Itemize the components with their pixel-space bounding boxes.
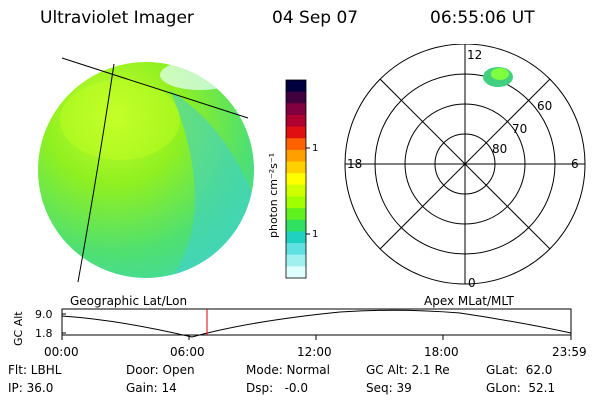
timeline-frame [61, 308, 572, 336]
mlt-label-12: 12 [467, 48, 482, 62]
info-filter: Flt: LBHL [8, 363, 62, 377]
colorbar-cell [286, 243, 306, 256]
info-door: Door: Open [126, 363, 195, 377]
colorbar-cell [286, 266, 306, 279]
altitude-timeline: GC Alt 9.0 1.8 00:00 06:00 12:00 18:00 2… [12, 308, 587, 359]
colorbar-tick-100: 100 [312, 143, 318, 154]
mlt-label-0: 0 [468, 276, 476, 290]
grid-line-diagonal-2 [379, 78, 551, 250]
mlat-label-80: 80 [492, 142, 507, 156]
colorbar-cell [286, 138, 306, 151]
timeline-title-geographic: Geographic Lat/Lon [70, 294, 188, 308]
timeline-xtick-2359: 23:59 [552, 345, 587, 359]
timeline-xtick-1200: 12:00 [297, 345, 332, 359]
timeline-title-apex: Apex MLat/MLT [424, 294, 514, 308]
colorbar-cell [286, 103, 306, 116]
timeline-ytick-1: 1.8 [35, 327, 53, 340]
uv-image-geographic [38, 57, 254, 283]
timeline-y-axis-label: GC Alt [12, 311, 25, 346]
mlat-label-60: 60 [537, 99, 552, 113]
info-gain: Gain: 14 [126, 381, 177, 395]
info-ip: IP: 36.0 [8, 381, 54, 395]
colorbar-cell [286, 91, 306, 104]
colorbar-cell [286, 149, 306, 163]
colorbar-cell [286, 80, 306, 93]
info-mode: Mode: Normal [246, 363, 330, 377]
auroral-blob-core [491, 68, 509, 80]
info-seq: Seq: 39 [366, 381, 412, 395]
info-glat: GLat: 62.0 [486, 363, 553, 377]
colorbar-cell [286, 219, 306, 232]
altitude-curve [61, 309, 572, 338]
uv-limb-highlight [160, 62, 240, 90]
colorbar-cell [286, 173, 306, 186]
colorbar-cell [286, 184, 306, 197]
timeline-xtick-0600: 06:00 [170, 345, 205, 359]
timeline-xtick-0000: 00:00 [44, 345, 79, 359]
image-date: 04 Sep 07 [272, 8, 359, 28]
colorbar-cell [286, 208, 306, 221]
info-dsp: Dsp: -0.0 [246, 381, 309, 395]
image-time: 06:55:06 UT [430, 8, 535, 28]
colorbar-cell [286, 114, 306, 128]
mlt-label-18: 18 [347, 157, 362, 171]
colorbar-cell [286, 254, 306, 267]
info-glon: GLon: 52.1 [486, 381, 556, 395]
polar-mlt-grid: 12 18 6 0 60 70 80 [344, 44, 586, 290]
longitude-line [77, 63, 115, 283]
timeline-ytick-9: 9.0 [35, 308, 53, 321]
colorbar-cell [286, 231, 306, 244]
colorbar-tick-10: 10 [312, 229, 318, 240]
colorbar-cell [286, 126, 306, 139]
colorbar-cell [286, 196, 306, 209]
color-bar: 100 10 photon cm⁻²s⁻¹ [267, 79, 318, 279]
colorbar-unit-label: photon cm⁻²s⁻¹ [267, 153, 280, 238]
uv-bright-region [60, 80, 180, 160]
info-gc-alt: GC Alt: 2.1 Re [366, 363, 450, 377]
colorbar-cell [286, 161, 306, 174]
latitude-line [61, 57, 249, 119]
instrument-title: Ultraviolet Imager [40, 8, 194, 28]
mlt-label-6: 6 [571, 157, 579, 171]
uv-dim-region [170, 90, 254, 278]
mlat-label-70: 70 [512, 122, 527, 136]
timeline-xtick-1800: 18:00 [424, 345, 459, 359]
